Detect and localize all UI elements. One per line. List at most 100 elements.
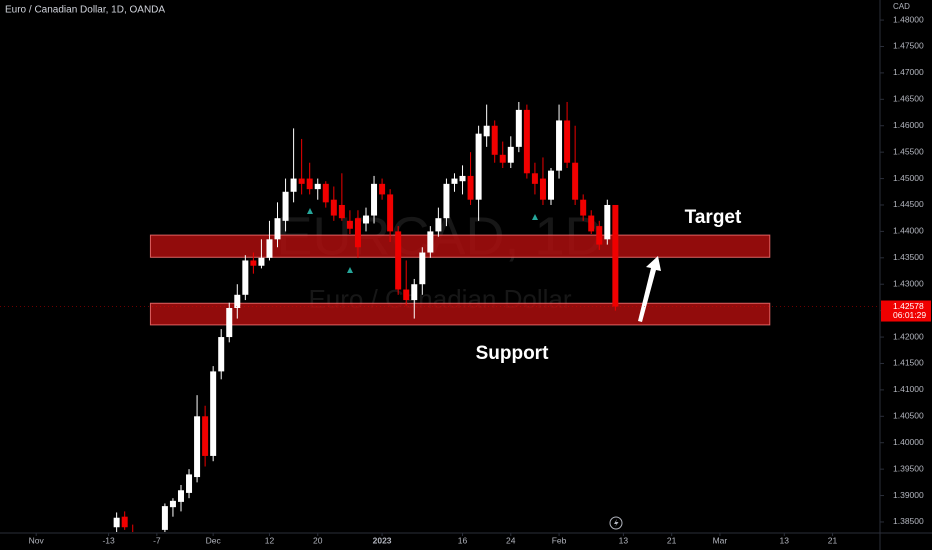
- candle-body: [403, 289, 410, 301]
- candle-body: [322, 183, 329, 203]
- candle-body: [564, 120, 571, 163]
- candle-body: [210, 371, 217, 456]
- candle-body: [169, 500, 176, 508]
- candle-body: [475, 133, 482, 200]
- candle-body: [177, 490, 184, 502]
- candle-body: [523, 109, 530, 174]
- x-tick-label: 12: [265, 535, 275, 545]
- candle-body: [548, 170, 555, 200]
- x-tick-label: 21: [667, 535, 677, 545]
- y-tick-label: 1.46000: [893, 120, 924, 130]
- y-tick-label: 1.43500: [893, 252, 924, 262]
- candle-body: [306, 178, 313, 190]
- candle-body: [467, 175, 474, 200]
- candle-body: [507, 146, 514, 163]
- y-tick-label: 1.44000: [893, 226, 924, 236]
- zone-label: Support: [476, 343, 549, 364]
- x-tick-label: 13: [780, 535, 790, 545]
- candle-body: [186, 474, 193, 493]
- x-tick-label: 13: [619, 535, 629, 545]
- candle-body: [266, 239, 273, 258]
- candle-body: [161, 506, 168, 530]
- x-tick-label: Nov: [29, 535, 45, 545]
- candle-body: [419, 252, 426, 285]
- candle-body: [580, 199, 587, 216]
- candle-body: [499, 154, 506, 163]
- candle-body: [226, 308, 233, 338]
- candle-body: [491, 125, 498, 155]
- event-marker[interactable]: [307, 208, 313, 214]
- candle-body: [250, 260, 257, 266]
- candle-body: [298, 178, 305, 184]
- candle-body: [411, 284, 418, 301]
- candle-body: [362, 215, 369, 224]
- event-markers: [307, 208, 538, 273]
- y-tick-label: 1.41500: [893, 358, 924, 368]
- candle-body: [435, 218, 442, 232]
- candle-body: [604, 204, 611, 240]
- zone-label: Target: [685, 207, 742, 228]
- candle-body: [379, 183, 386, 195]
- candle-body: [539, 178, 546, 200]
- candle-body: [314, 183, 321, 190]
- x-tick-label: Feb: [552, 535, 567, 545]
- y-tick-label: 1.40000: [893, 437, 924, 447]
- arrow: [638, 256, 661, 322]
- candle-body: [515, 109, 522, 147]
- lightning-icon[interactable]: [609, 516, 623, 530]
- candle-body: [274, 218, 281, 240]
- candle-body: [202, 416, 209, 456]
- y-tick-label: 1.45000: [893, 173, 924, 183]
- x-tick-label: -7: [153, 535, 161, 545]
- candle-body: [531, 173, 538, 184]
- candle-body: [371, 183, 378, 216]
- event-marker[interactable]: [532, 214, 538, 220]
- candle-body: [427, 231, 434, 253]
- last-price-label: 1.42578: [893, 301, 924, 311]
- countdown-label: 06:01:29: [893, 310, 926, 320]
- x-tick-label: 21: [828, 535, 838, 545]
- arrow-up: [638, 256, 661, 322]
- candle-body: [242, 260, 249, 295]
- y-tick-label: 1.39000: [893, 490, 924, 500]
- candle-body: [121, 516, 128, 528]
- candle-body: [290, 178, 297, 192]
- candle-body: [387, 194, 394, 232]
- candle-body: [483, 125, 490, 137]
- x-tick-label: 2023: [373, 535, 392, 545]
- candle-body: [451, 178, 458, 184]
- candle-body: [330, 199, 337, 216]
- y-tick-label: 1.48000: [893, 14, 924, 24]
- candles: [113, 101, 619, 532]
- y-tick-label: 1.47000: [893, 67, 924, 77]
- candle-body: [459, 175, 466, 182]
- y-tick-label: 1.44500: [893, 199, 924, 209]
- x-tick-label: Mar: [713, 535, 728, 545]
- y-tick-label: 1.41000: [893, 384, 924, 394]
- candle-body: [596, 226, 603, 245]
- x-tick-label: 20: [313, 535, 323, 545]
- candle-body: [346, 220, 353, 229]
- y-tick-label: 1.39500: [893, 463, 924, 473]
- x-tick-label: Dec: [206, 535, 222, 545]
- chart-title: Euro / Canadian Dollar, 1D, OANDA: [5, 5, 165, 16]
- x-tick-label: 16: [458, 535, 468, 545]
- x-tick-label: -13: [102, 535, 115, 545]
- y-tick-label: 1.42000: [893, 331, 924, 341]
- y-tick-label: 1.38500: [893, 516, 924, 526]
- y-axis-label: CAD: [893, 2, 910, 11]
- candle-body: [113, 517, 120, 528]
- candle-body: [443, 183, 450, 219]
- candle-body: [282, 191, 289, 221]
- candle-body: [572, 162, 579, 200]
- y-tick-label: 1.46500: [893, 94, 924, 104]
- event-marker[interactable]: [347, 267, 353, 273]
- zone: [149, 234, 771, 258]
- candle-body: [258, 257, 265, 266]
- candle-body: [556, 120, 563, 171]
- candle-body: [354, 218, 361, 248]
- candle-body: [194, 416, 201, 478]
- candle-body: [218, 337, 225, 372]
